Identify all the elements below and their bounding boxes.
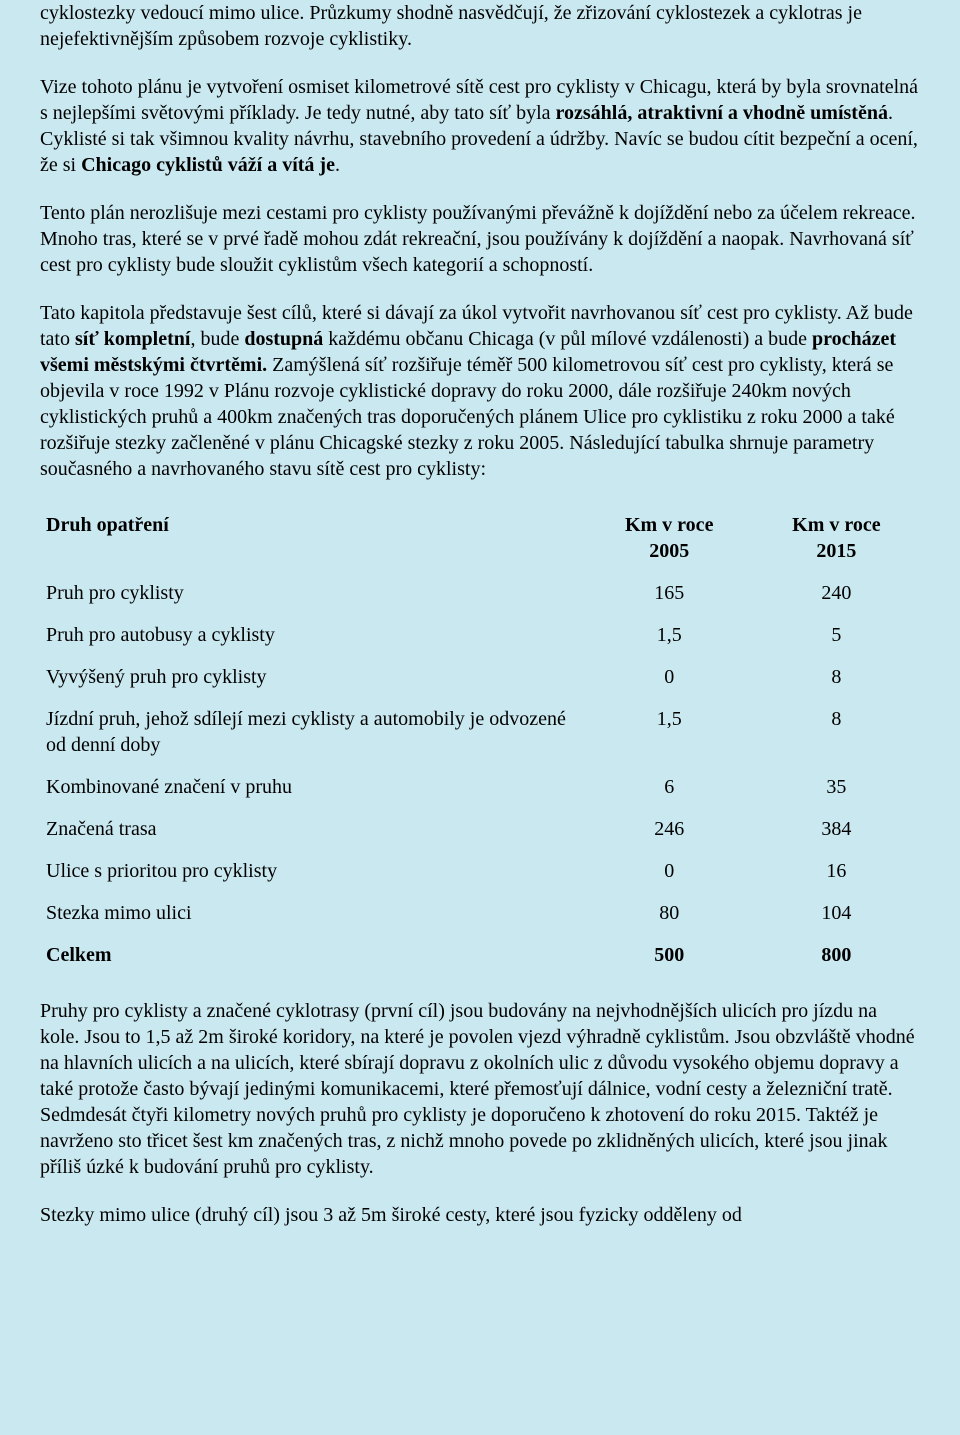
table-header-2015-line1: Km v roce bbox=[792, 514, 881, 536]
table-body: Pruh pro cyklisty 165 240 Pruh pro autob… bbox=[40, 572, 920, 976]
paragraph-3-text: Tento plán nerozlišuje mezi cestami pro … bbox=[40, 202, 915, 276]
table-cell-2005: 0 bbox=[586, 656, 753, 698]
table-total-2005: 500 bbox=[586, 934, 753, 976]
table-cell-label: Stezka mimo ulici bbox=[40, 892, 586, 934]
table-cell-label: Jízdní pruh, jehož sdílejí mezi cyklisty… bbox=[40, 698, 586, 766]
paragraph-1: cyklostezky vedoucí mimo ulice. Průzkumy… bbox=[40, 0, 920, 52]
table-cell-2015: 104 bbox=[753, 892, 920, 934]
paragraph-1-text: cyklostezky vedoucí mimo ulice. Průzkumy… bbox=[40, 2, 862, 50]
table-cell-label: Pruh pro autobusy a cyklisty bbox=[40, 614, 586, 656]
paragraph-2: Vize tohoto plánu je vytvoření osmiset k… bbox=[40, 74, 920, 178]
paragraph-6: Stezky mimo ulice (druhý cíl) jsou 3 až … bbox=[40, 1202, 920, 1228]
table-total-row: Celkem 500 800 bbox=[40, 934, 920, 976]
p4-text-e: každému občanu Chicaga (v půl mílové vzd… bbox=[323, 328, 812, 350]
table-cell-2015: 240 bbox=[753, 572, 920, 614]
table-row: Pruh pro cyklisty 165 240 bbox=[40, 572, 920, 614]
table-cell-label: Značená trasa bbox=[40, 808, 586, 850]
table-cell-2005: 1,5 bbox=[586, 614, 753, 656]
paragraph-6-text: Stezky mimo ulice (druhý cíl) jsou 3 až … bbox=[40, 1204, 742, 1226]
table-cell-label: Pruh pro cyklisty bbox=[40, 572, 586, 614]
table-cell-2015: 384 bbox=[753, 808, 920, 850]
table-cell-2015: 8 bbox=[753, 698, 920, 766]
table-header-label: Druh opatření bbox=[40, 504, 586, 572]
table-total-label: Celkem bbox=[40, 934, 586, 976]
paragraph-5-text: Pruhy pro cyklisty a značené cyklotrasy … bbox=[40, 1000, 915, 1178]
table-cell-2005: 80 bbox=[586, 892, 753, 934]
table-total-2015: 800 bbox=[753, 934, 920, 976]
table-row: Stezka mimo ulici 80 104 bbox=[40, 892, 920, 934]
p4-bold-b: síť kompletní bbox=[75, 328, 190, 350]
p2-bold-d: Chicago cyklistů váží a vítá je bbox=[81, 154, 335, 176]
p4-bold-d: dostupná bbox=[244, 328, 323, 350]
table-cell-2015: 35 bbox=[753, 766, 920, 808]
p2-text-e: . bbox=[335, 154, 340, 176]
table-cell-2005: 165 bbox=[586, 572, 753, 614]
table-header-2015: Km v roce 2015 bbox=[753, 504, 920, 572]
p2-bold-b: rozsáhlá, atraktivní a vhodně umístěná bbox=[556, 102, 888, 124]
table-header-row: Druh opatření Km v roce 2005 Km v roce 2… bbox=[40, 504, 920, 572]
table-cell-2015: 5 bbox=[753, 614, 920, 656]
table-row: Jízdní pruh, jehož sdílejí mezi cyklisty… bbox=[40, 698, 920, 766]
table-cell-2005: 0 bbox=[586, 850, 753, 892]
table-row: Vyvýšený pruh pro cyklisty 0 8 bbox=[40, 656, 920, 698]
table-header-2015-line2: 2015 bbox=[816, 540, 856, 562]
table-cell-label: Ulice s prioritou pro cyklisty bbox=[40, 850, 586, 892]
table-row: Kombinované značení v pruhu 6 35 bbox=[40, 766, 920, 808]
table-cell-2005: 1,5 bbox=[586, 698, 753, 766]
paragraph-4: Tato kapitola představuje šest cílů, kte… bbox=[40, 300, 920, 482]
p4-text-c: , bude bbox=[190, 328, 244, 350]
measures-table: Druh opatření Km v roce 2005 Km v roce 2… bbox=[40, 504, 920, 976]
table-row: Ulice s prioritou pro cyklisty 0 16 bbox=[40, 850, 920, 892]
table-header-2005-line1: Km v roce bbox=[625, 514, 714, 536]
table-header-2005-line2: 2005 bbox=[649, 540, 689, 562]
table-row: Pruh pro autobusy a cyklisty 1,5 5 bbox=[40, 614, 920, 656]
paragraph-5: Pruhy pro cyklisty a značené cyklotrasy … bbox=[40, 998, 920, 1180]
paragraph-3: Tento plán nerozlišuje mezi cestami pro … bbox=[40, 200, 920, 278]
table-cell-2015: 16 bbox=[753, 850, 920, 892]
table-cell-label: Vyvýšený pruh pro cyklisty bbox=[40, 656, 586, 698]
document-page: cyklostezky vedoucí mimo ulice. Průzkumy… bbox=[0, 0, 960, 1290]
table-cell-label: Kombinované značení v pruhu bbox=[40, 766, 586, 808]
table-row: Značená trasa 246 384 bbox=[40, 808, 920, 850]
table-cell-2005: 246 bbox=[586, 808, 753, 850]
table-cell-2005: 6 bbox=[586, 766, 753, 808]
table-header-2005: Km v roce 2005 bbox=[586, 504, 753, 572]
table-cell-2015: 8 bbox=[753, 656, 920, 698]
